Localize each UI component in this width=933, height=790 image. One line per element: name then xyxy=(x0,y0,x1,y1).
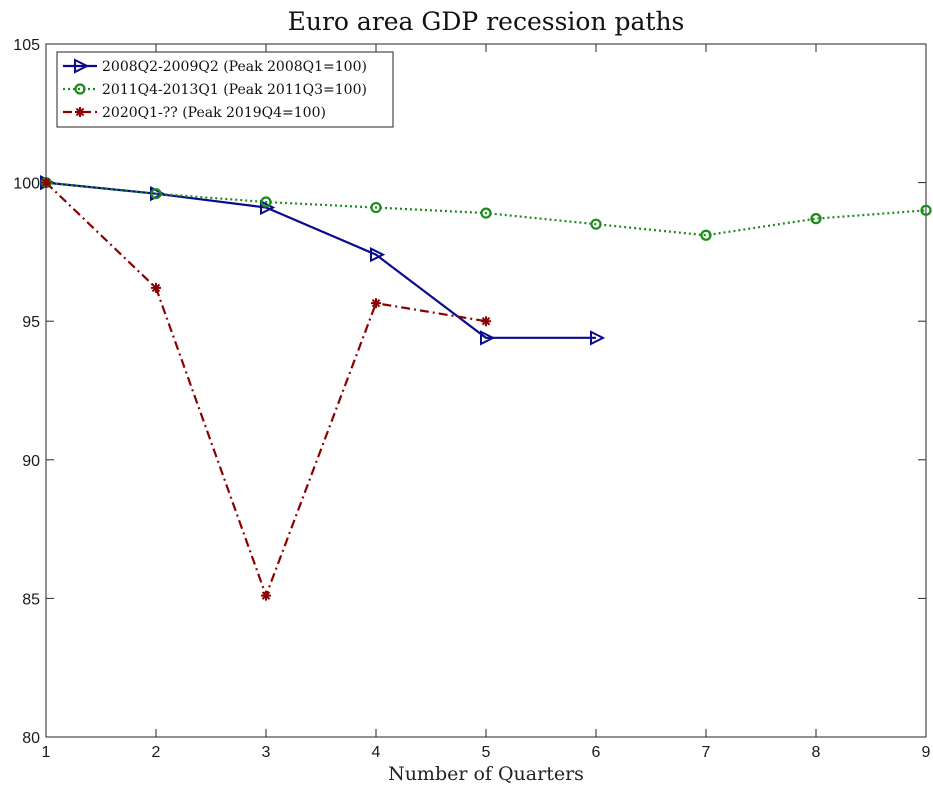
data-point xyxy=(261,590,271,601)
legend-item: 2008Q2-2009Q2 (Peak 2008Q1=100) xyxy=(63,58,367,75)
series-2 xyxy=(40,177,932,241)
x-tick-label: 8 xyxy=(812,744,821,761)
x-tick-label: 7 xyxy=(702,744,711,761)
data-point xyxy=(590,218,602,230)
data-point xyxy=(150,188,162,200)
legend: 2008Q2-2009Q2 (Peak 2008Q1=100) 2011Q4-20… xyxy=(56,51,394,128)
legend-box xyxy=(56,51,394,128)
plot-area xyxy=(45,43,927,738)
data-point xyxy=(480,207,492,219)
data-point xyxy=(590,330,606,346)
data-point xyxy=(260,199,276,216)
data-point xyxy=(481,316,491,327)
x-axis-label: Number of Quarters xyxy=(388,763,584,785)
x-tick-label: 4 xyxy=(372,744,381,761)
legend-label: 2011Q4-2013Q1 (Peak 2011Q3=100) xyxy=(102,82,367,98)
y-tick-label: 85 xyxy=(22,591,40,608)
axes: 1 2 3 4 5 6 7 8 9 80 85 90 95 100 105 xyxy=(13,37,930,761)
y-tick-label: 95 xyxy=(22,314,40,331)
y-tick-label: 90 xyxy=(22,453,40,470)
legend-item: 2020Q1-?? (Peak 2019Q4=100) xyxy=(63,105,326,121)
x-tick-label: 1 xyxy=(42,744,51,761)
x-tick-label: 6 xyxy=(592,744,601,761)
series-line xyxy=(45,181,596,339)
y-tick-label: 80 xyxy=(22,730,40,747)
legend-item: 2011Q4-2013Q1 (Peak 2011Q3=100) xyxy=(63,82,367,98)
legend-marker xyxy=(75,107,85,117)
series-3 xyxy=(41,177,491,601)
legend-label: 2020Q1-?? (Peak 2019Q4=100) xyxy=(102,105,326,121)
y-tick-label: 105 xyxy=(13,37,40,54)
data-point xyxy=(370,201,382,214)
x-tick-label: 2 xyxy=(152,744,161,761)
data-point xyxy=(700,229,712,241)
data-point xyxy=(151,282,161,293)
chart-title: Euro area GDP recession paths xyxy=(288,7,685,36)
data-point xyxy=(920,204,932,216)
x-tick-label: 3 xyxy=(262,744,271,761)
series-layer xyxy=(40,174,932,601)
data-point xyxy=(370,247,386,263)
x-tick-label: 5 xyxy=(482,744,491,761)
data-point xyxy=(371,298,381,309)
data-point xyxy=(260,196,272,208)
data-point xyxy=(810,213,822,225)
x-tick-label: 9 xyxy=(922,744,931,761)
data-point xyxy=(41,177,51,188)
legend-label: 2008Q2-2009Q2 (Peak 2008Q1=100) xyxy=(102,59,367,75)
series-line xyxy=(45,181,927,237)
legend-marker xyxy=(74,83,86,95)
legend-marker xyxy=(74,58,90,74)
y-tick-label: 100 xyxy=(13,176,40,193)
data-point xyxy=(480,330,496,346)
